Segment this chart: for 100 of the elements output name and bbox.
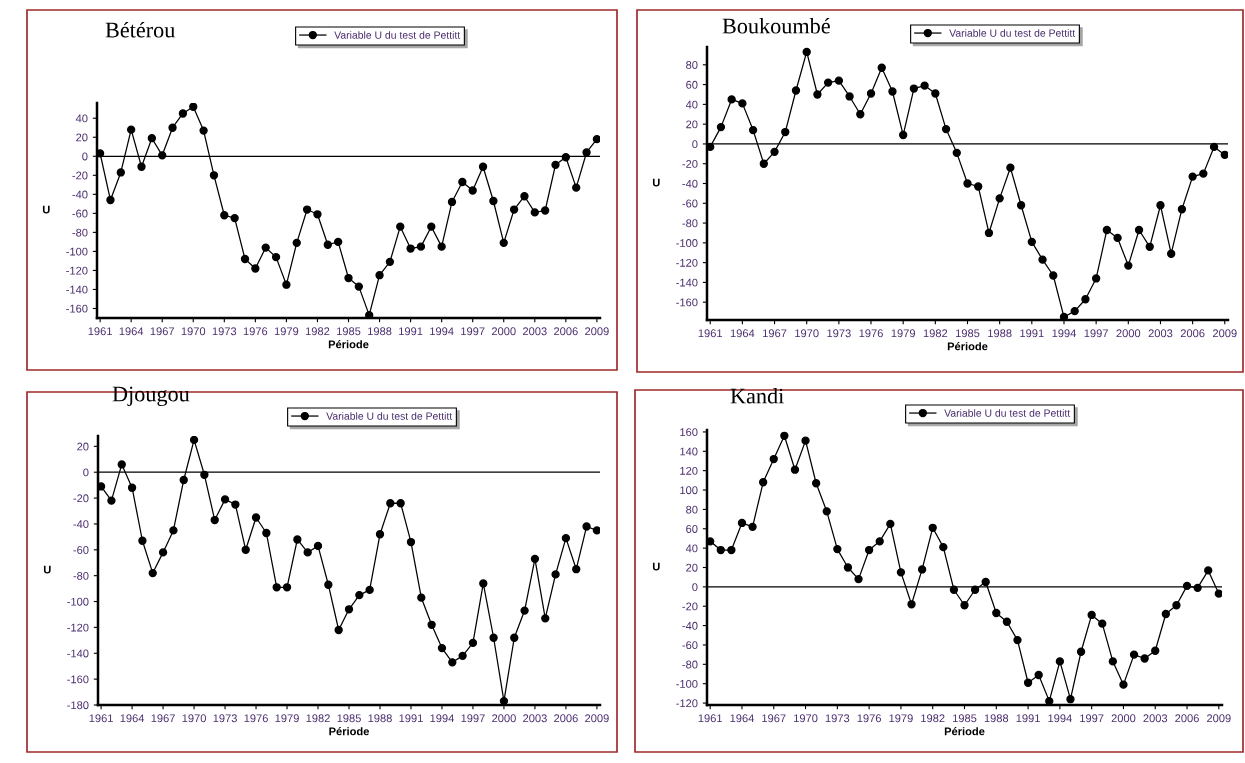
x-axis-title: Période xyxy=(328,340,369,349)
y-tick-label: -80 xyxy=(682,219,698,228)
x-tick-label: 1982 xyxy=(921,714,945,723)
y-tick-label: -140 xyxy=(676,278,698,287)
y-tick-label: -80 xyxy=(682,660,698,669)
x-tick-label: 1997 xyxy=(1080,714,1104,723)
legend-label: Variable U du test de Pettitt xyxy=(944,409,1071,417)
x-tick-label: 1976 xyxy=(244,714,268,723)
y-tick-label: -120 xyxy=(67,623,89,632)
y-tick-label: 40 xyxy=(685,100,698,109)
legend-label: Variable U du test de Pettitt xyxy=(334,31,461,39)
x-tick-label: 1997 xyxy=(461,714,485,723)
x-tick-label: 2000 xyxy=(1111,714,1136,723)
x-axis-title: Période xyxy=(947,342,988,351)
y-tick-label: -160 xyxy=(67,675,89,684)
x-tick-label: 1994 xyxy=(430,714,454,723)
x-tick-label: 1982 xyxy=(923,329,948,338)
y-tick-label: -180 xyxy=(67,701,89,710)
y-tick-label: 60 xyxy=(686,525,698,533)
x-tick-label: 1976 xyxy=(857,714,881,723)
y-tick-label: 0 xyxy=(82,152,88,161)
y-tick-label: -120 xyxy=(676,258,698,267)
x-tick-label: 1970 xyxy=(181,327,206,336)
y-tick-label: 20 xyxy=(686,120,698,129)
x-tick-label: 1967 xyxy=(150,327,175,336)
y-tick-label: 40 xyxy=(685,544,698,553)
chart-title: Kandi xyxy=(730,387,784,404)
x-tick-label: 1973 xyxy=(212,327,237,336)
x-tick-label: 2006 xyxy=(1180,329,1205,338)
y-tick-label: -140 xyxy=(67,649,89,658)
chart-title: Boukoumbé xyxy=(722,17,830,34)
x-tick-label: 2006 xyxy=(1175,714,1199,723)
y-tick-label: 80 xyxy=(686,61,698,69)
x-tick-label: 1970 xyxy=(794,714,818,723)
x-tick-label: 1988 xyxy=(368,327,392,336)
x-axis-title: Période xyxy=(329,727,369,736)
x-tick-label: 1964 xyxy=(730,714,754,723)
x-tick-label: 1964 xyxy=(730,329,755,338)
x-axis-title: Période xyxy=(944,727,985,736)
y-tick-label: -60 xyxy=(682,199,698,208)
y-tick-label: -60 xyxy=(73,546,89,554)
y-tick-label: -80 xyxy=(72,228,88,237)
y-tick-label: -80 xyxy=(73,571,89,580)
y-tick-label: -100 xyxy=(66,247,88,256)
x-tick-label: 1967 xyxy=(763,329,787,338)
x-tick-label: 1988 xyxy=(984,714,1009,723)
x-tick-label: 1994 xyxy=(430,327,454,336)
y-tick-label: -120 xyxy=(66,266,88,275)
x-tick-label: 1991 xyxy=(399,327,423,336)
x-tick-label: 1985 xyxy=(336,327,361,336)
y-tick-label: 20 xyxy=(76,133,88,142)
y-tick-label: -100 xyxy=(67,597,89,606)
y-tick-label: -140 xyxy=(66,285,88,294)
chart-title: Bétérou xyxy=(105,21,175,38)
y-tick-label: -20 xyxy=(72,171,88,180)
x-tick-label: 1964 xyxy=(120,714,145,723)
x-tick-label: 1979 xyxy=(275,714,299,723)
x-tick-label: 2009 xyxy=(585,714,609,723)
x-tick-label: 1982 xyxy=(305,327,330,336)
y-tick-label: -40 xyxy=(682,621,698,630)
x-tick-label: 2009 xyxy=(1212,329,1237,338)
y-tick-label: 20 xyxy=(77,442,89,451)
y-axis-title: U xyxy=(42,205,50,214)
y-axis-title: U xyxy=(43,565,51,574)
y-tick-label: 40 xyxy=(75,114,88,123)
x-tick-label: 2003 xyxy=(523,327,547,336)
x-tick-label: 1991 xyxy=(399,714,423,723)
x-tick-label: 1976 xyxy=(859,329,883,338)
legend-label: Variable U du test de Pettitt xyxy=(326,412,453,420)
y-tick-label: 120 xyxy=(680,466,698,475)
x-tick-label: 1979 xyxy=(274,327,299,336)
y-tick-label: -60 xyxy=(682,641,698,650)
x-tick-label: 1967 xyxy=(151,714,175,723)
x-tick-label: 1967 xyxy=(762,714,786,723)
x-tick-label: 2003 xyxy=(1143,714,1168,723)
x-tick-label: 1988 xyxy=(988,329,1012,338)
x-tick-label: 1985 xyxy=(952,714,977,723)
y-tick-label: 0 xyxy=(692,583,698,591)
x-tick-label: 2009 xyxy=(585,327,609,336)
x-tick-label: 1970 xyxy=(182,714,206,723)
legend-label: Variable U du test de Pettitt xyxy=(949,29,1076,37)
x-tick-label: 1997 xyxy=(461,327,485,336)
y-tick-label: 0 xyxy=(83,468,89,477)
y-tick-label: 80 xyxy=(686,505,698,514)
x-tick-label: 1988 xyxy=(368,714,392,723)
y-tick-label: -60 xyxy=(72,209,88,218)
y-tick-label: -100 xyxy=(676,679,698,688)
x-tick-label: 1961 xyxy=(698,329,723,338)
y-tick-label: 20 xyxy=(686,563,698,572)
x-tick-label: 2000 xyxy=(491,327,516,336)
x-tick-label: 1994 xyxy=(1048,714,1072,723)
y-tick-label: 160 xyxy=(680,428,698,437)
y-tick-label: -20 xyxy=(73,494,89,503)
x-tick-label: 1961 xyxy=(88,327,112,336)
y-axis-title: U xyxy=(652,562,660,571)
y-tick-label: 140 xyxy=(680,447,698,456)
y-tick-label: -100 xyxy=(676,239,698,247)
x-tick-label: 2009 xyxy=(1207,714,1231,723)
y-tick-label: 60 xyxy=(686,80,698,89)
x-tick-label: 1976 xyxy=(243,327,268,336)
